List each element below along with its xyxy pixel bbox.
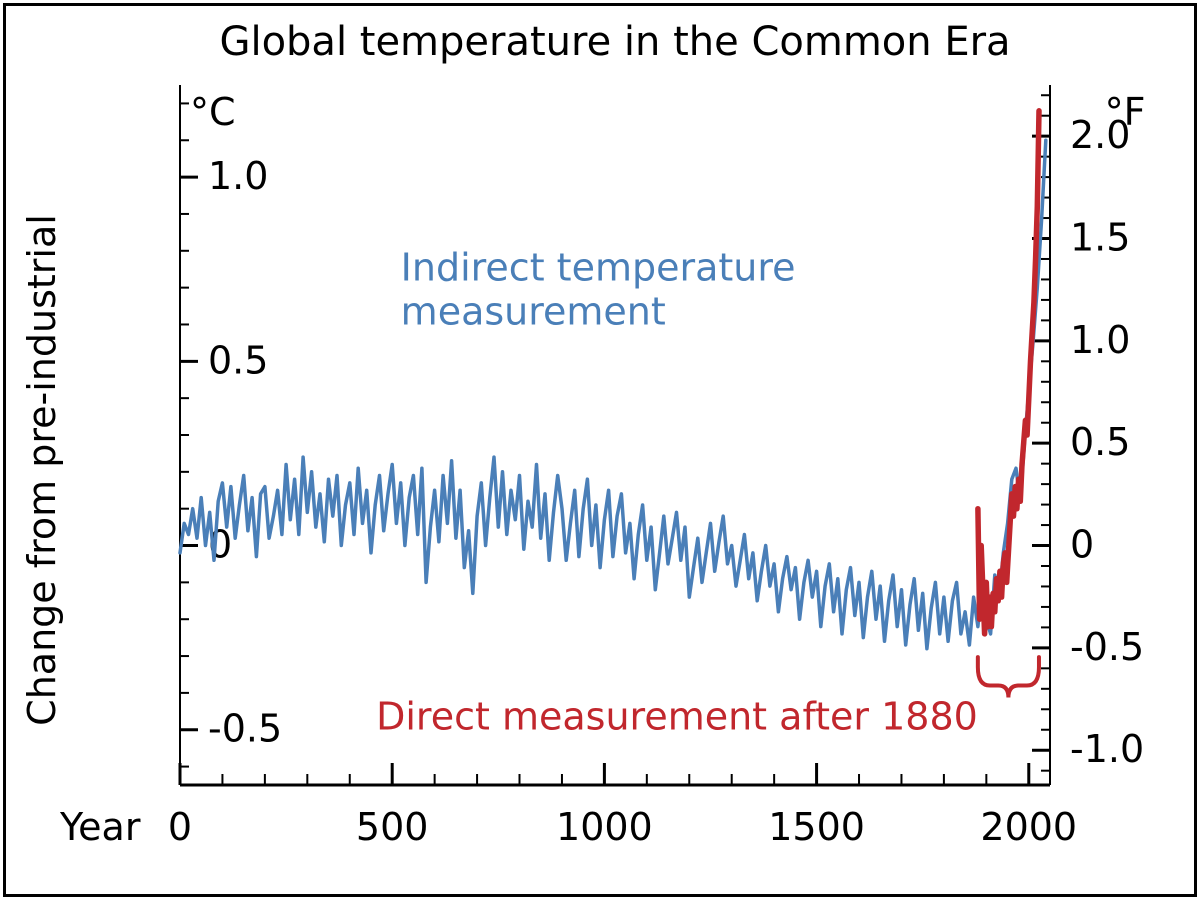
outer-frame — [3, 3, 1197, 897]
